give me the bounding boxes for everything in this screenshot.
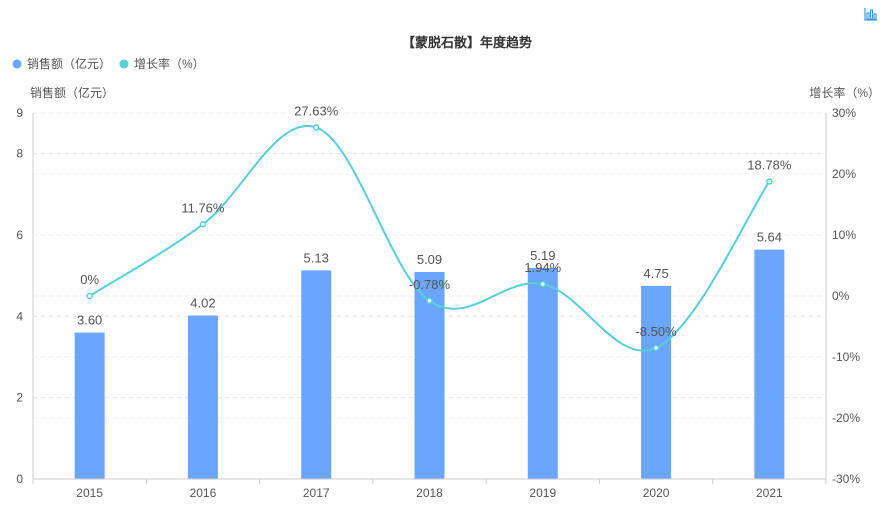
- legend-marker-sales: [12, 59, 22, 69]
- growth-value-label: 11.76%: [181, 200, 225, 215]
- legend-label-growth: 增长率（%）: [134, 56, 205, 71]
- growth-point: [426, 297, 433, 305]
- x-tick-label: 2020: [643, 486, 670, 500]
- legend-item-sales[interactable]: 销售额（亿元）: [12, 56, 112, 71]
- legend-label-sales: 销售额（亿元）: [27, 56, 111, 71]
- data-labels: 3.60 4.02 5.13 5.09 5.19 4.75 5.64 0% 11.76% 27.6…: [77, 103, 792, 338]
- bar-chart-icon[interactable]: [863, 6, 879, 22]
- growth-value-label: 27.63%: [294, 103, 339, 118]
- bar: [754, 249, 785, 479]
- y-left-tick-label: 4: [16, 309, 23, 323]
- line-series: [86, 124, 773, 352]
- y-right-tick-label: 30%: [832, 106, 856, 120]
- growth-point: [539, 280, 547, 288]
- growth-point: [199, 221, 207, 228]
- y-left-tick-label: 0: [16, 472, 23, 486]
- bar: [301, 270, 332, 479]
- bar-value-label: 3.60: [77, 313, 102, 328]
- x-tick-label: 2019: [529, 486, 556, 500]
- bar: [527, 267, 558, 479]
- y-right-tick-label: -10%: [832, 350, 860, 364]
- growth-value-label: 0%: [80, 272, 99, 287]
- growth-point: [652, 344, 660, 352]
- x-tick-label: 2016: [190, 486, 217, 500]
- y-axis-right-name: 增长率（%）: [809, 85, 880, 100]
- x-tick-label: 2015: [76, 486, 103, 500]
- bar-value-label: 5.13: [304, 250, 329, 265]
- growth-value-label: 18.78%: [747, 157, 792, 172]
- y-axis-left-name: 销售额（亿元）: [30, 85, 114, 100]
- growth-value-label: -8.50%: [635, 324, 677, 339]
- y-left-tick-label: 6: [16, 228, 23, 242]
- growth-point: [312, 124, 320, 131]
- legend-item-growth[interactable]: 增长率（%）: [119, 56, 205, 71]
- bar-value-label: 5.19: [530, 248, 555, 263]
- chart-title: 【蒙脱石散】年度趋势: [402, 35, 532, 50]
- y-right-tick-label: 0%: [832, 289, 850, 303]
- y-right-tick-label: -30%: [832, 472, 860, 486]
- bar: [641, 285, 672, 479]
- bar-chart-icon-glyph: [864, 8, 877, 21]
- x-tick-label: 2017: [303, 486, 330, 500]
- y-left-tick-label: 8: [16, 147, 23, 161]
- bar-value-label: 4.75: [643, 266, 668, 281]
- growth-point: [766, 178, 773, 185]
- bar: [74, 332, 105, 479]
- axes: 2015 2016 2017 2018 2019 2020 2021 0 2 4 6 8 9 -30% -2…: [16, 106, 860, 500]
- bar: [187, 315, 218, 479]
- y-right-tick-label: 20%: [832, 167, 856, 181]
- y-right-tick-label: 10%: [832, 228, 856, 242]
- bar-value-label: 5.64: [757, 230, 782, 245]
- legend[interactable]: 销售额（亿元） 增长率（%）: [12, 56, 205, 71]
- y-left-tick-label: 9: [16, 106, 23, 120]
- growth-value-label: 1.94%: [524, 260, 561, 275]
- y-left-tick-label: 2: [16, 391, 23, 405]
- x-tick-label: 2021: [756, 486, 783, 500]
- growth-point: [86, 292, 93, 300]
- x-tick-label: 2018: [416, 486, 443, 500]
- growth-value-label: -0.78%: [409, 277, 451, 292]
- legend-marker-growth: [119, 59, 129, 69]
- bar-value-label: 5.09: [417, 252, 442, 267]
- bar-value-label: 4.02: [190, 296, 215, 311]
- y-right-tick-label: -20%: [832, 411, 860, 425]
